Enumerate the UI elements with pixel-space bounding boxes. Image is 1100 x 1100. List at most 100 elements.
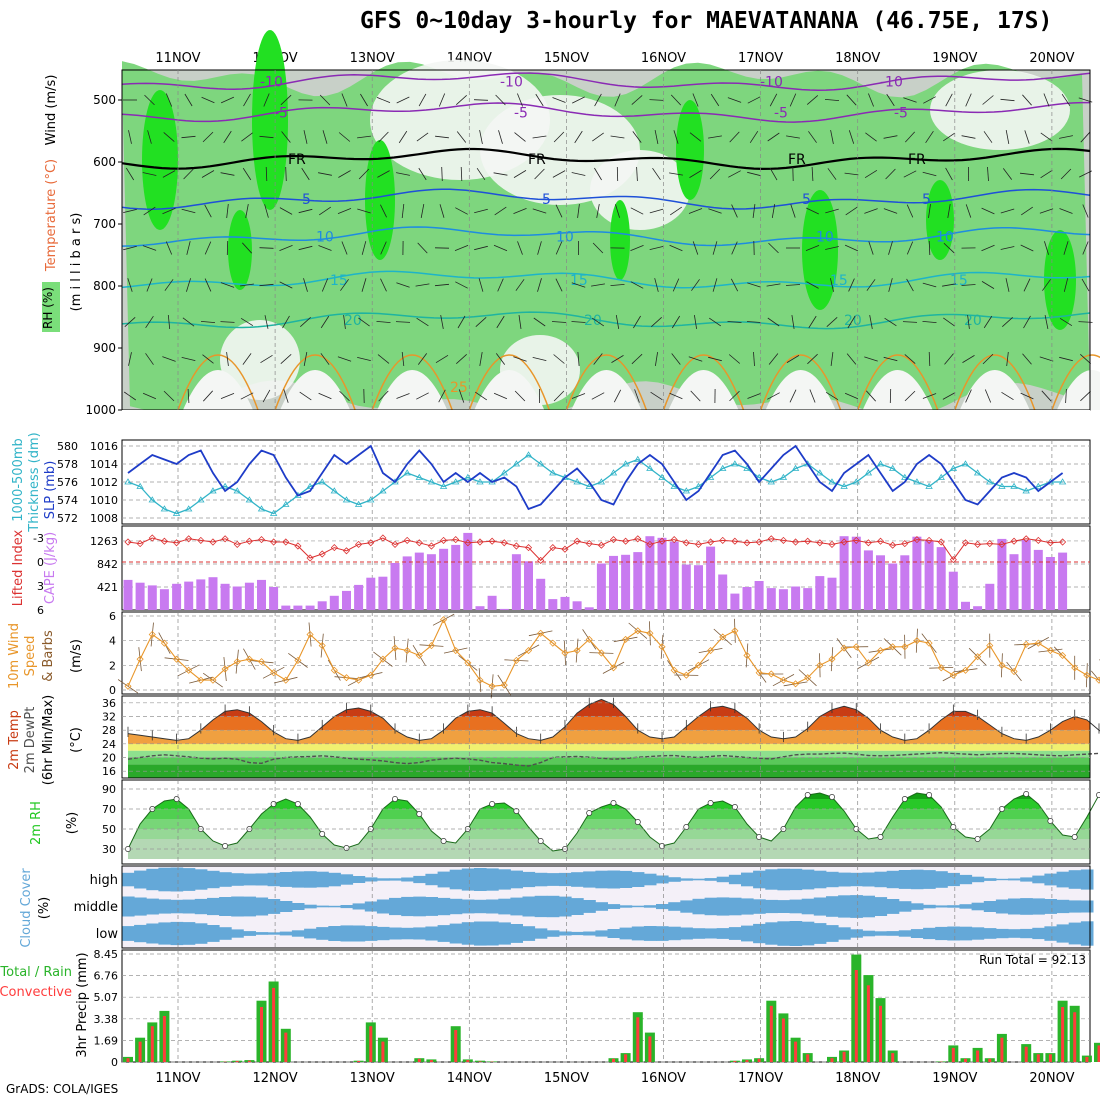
wind-barb: [690, 390, 701, 402]
cape-tick-label: 421: [97, 581, 118, 594]
cloud-cell: [935, 926, 948, 941]
lifted-index-point: [355, 540, 363, 548]
wind-barb: [321, 278, 329, 292]
isotherm-label: 10: [316, 229, 334, 245]
rh-color-band: [128, 799, 1090, 809]
wind-speed-point: [512, 656, 520, 664]
wind-barb: [513, 356, 527, 362]
top-date-label: 13NOV: [350, 51, 395, 66]
wind-barb: [614, 93, 621, 107]
wind-barb: [357, 208, 371, 214]
wind-barb: [844, 172, 859, 176]
wind-barb: [438, 93, 446, 107]
lifted-index-point: [512, 542, 520, 550]
wind-barb: [767, 132, 780, 142]
wind-speed-point: [148, 630, 156, 639]
cape-bar: [269, 587, 279, 610]
precip-total-bar: [475, 1060, 485, 1062]
cape-bar: [475, 606, 485, 610]
isotherm-line: [121, 101, 1090, 123]
wind-speed-point: [937, 664, 945, 672]
thickness-point: [694, 482, 703, 489]
wind-barb: [300, 317, 311, 327]
precip-convective-bar: [1000, 1037, 1004, 1062]
thickness-point: [549, 469, 557, 476]
cloud-cell: [207, 925, 220, 942]
cape-bar: [754, 581, 764, 610]
rh-point: [173, 796, 180, 802]
cape-bar: [135, 582, 145, 610]
wind-barb: [631, 95, 643, 105]
wind-barb: [1063, 241, 1069, 255]
cape-tick-label: 842: [97, 558, 118, 571]
precip-convective-bar: [988, 1058, 992, 1062]
cape-bar: [499, 608, 509, 610]
wind-barb: [555, 241, 563, 255]
cloud-cover-panel: high middle low: [74, 865, 1094, 949]
cloud-cell: [886, 931, 900, 936]
thickness-point: [184, 505, 193, 512]
rh-color-band: [128, 809, 1090, 819]
lifted-index-point: [719, 536, 727, 544]
thickness-point: [840, 482, 848, 489]
wind-barb: [377, 170, 390, 178]
wind-barb: [1002, 317, 1013, 327]
cloud-cell: [789, 868, 803, 891]
cloud-cell: [813, 897, 827, 916]
wind-barb: [162, 356, 176, 362]
wind-barb: [183, 168, 194, 180]
cloud-cell: [389, 897, 402, 916]
cloud-cell: [267, 899, 281, 914]
lifted-index-point: [670, 536, 678, 544]
lifted-index-point: [257, 536, 266, 544]
cloud-cell: [498, 922, 511, 945]
wind-speed-point: [1083, 671, 1091, 679]
wind-barb: [591, 283, 605, 287]
wind-speed-point: [549, 639, 557, 647]
cloud-cell: [1020, 898, 1033, 915]
cloud-cell: [546, 930, 560, 937]
wind-barb: [360, 93, 368, 107]
precip-tick-label: 1.69: [94, 1034, 119, 1047]
wind-barb: [202, 354, 214, 364]
precip-convective-bar: [454, 1030, 458, 1062]
rh-surface-dry: [377, 370, 448, 410]
lifted-index-point: [634, 535, 642, 543]
wind-tick-label: 2: [109, 659, 116, 672]
thickness-point: [621, 460, 630, 467]
wind-barb: [380, 241, 387, 255]
cape-bar: [1045, 557, 1055, 610]
cape-bar: [329, 595, 339, 610]
wind-barb: [361, 241, 367, 255]
wind-barb: [615, 204, 620, 218]
wind-barb: [165, 241, 173, 255]
cape-bar: [997, 538, 1007, 610]
precip-convective-bar: [976, 1050, 980, 1062]
wind-barb: [883, 208, 898, 214]
wind-barb: [1059, 317, 1073, 327]
cloud-cell: [692, 898, 706, 915]
wind-barb: [282, 315, 290, 329]
wind-barb: [906, 241, 914, 255]
wind-barb: [318, 392, 332, 400]
wind-barb: [691, 279, 700, 291]
wind-barb: [789, 93, 797, 107]
slp-label: SLP (mb): [43, 461, 58, 520]
rh2m-ylabel: (%): [65, 812, 80, 835]
thickness-point: [573, 478, 581, 485]
wind-barb: [220, 96, 235, 104]
lifted-index-point: [743, 539, 751, 547]
thickness-point: [415, 473, 424, 480]
wind-barb: [240, 317, 254, 327]
wind-barb: [455, 207, 468, 215]
cape-bar: [123, 579, 133, 610]
wind-speed-point: [767, 670, 775, 678]
cape-bar: [924, 540, 934, 610]
temp-label-3: (6hr Min/Max): [41, 695, 56, 785]
lifted-index-point: [452, 536, 460, 544]
cloud-cell: [401, 877, 414, 882]
thickness-tick-label: 576: [57, 476, 78, 489]
thickness-point: [913, 478, 921, 485]
rh-surface-dry: [1056, 370, 1100, 410]
